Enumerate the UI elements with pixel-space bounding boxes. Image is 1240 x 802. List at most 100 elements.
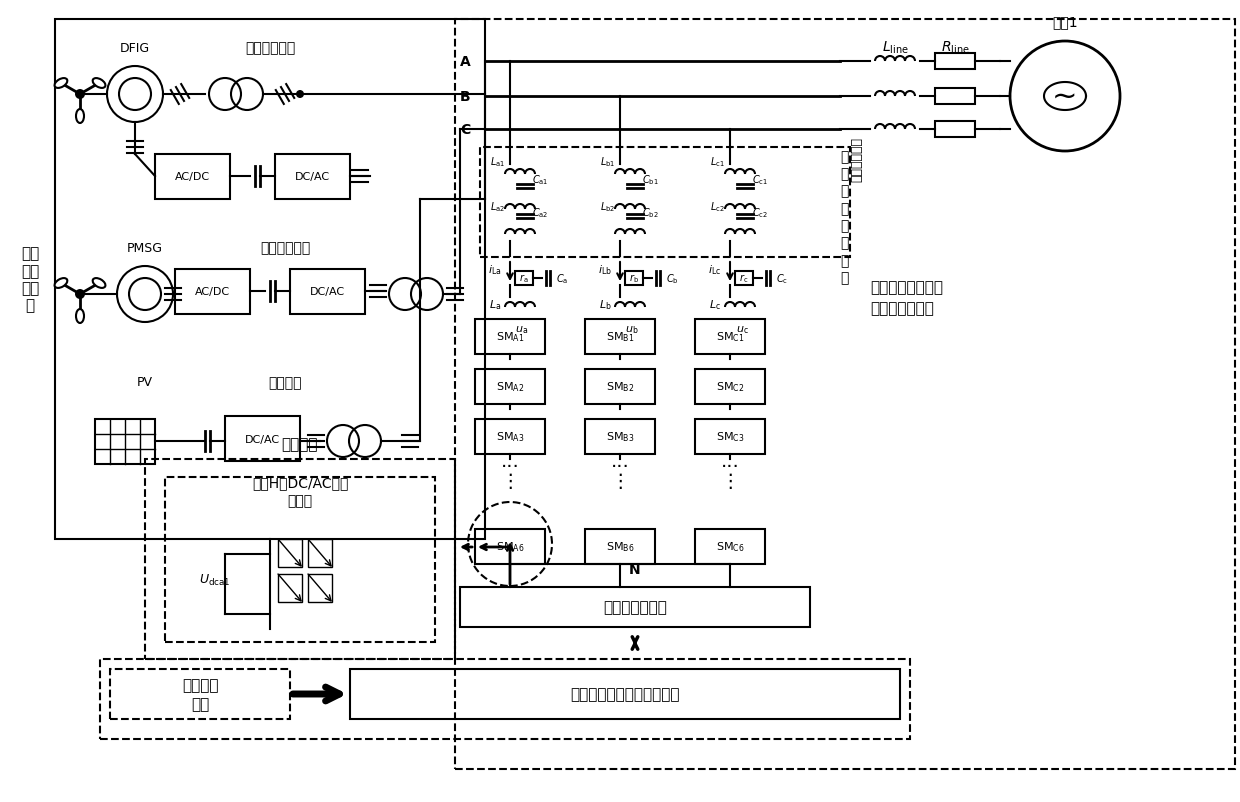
Text: $\mathrm{SM}_{\mathrm{C3}}$: $\mathrm{SM}_{\mathrm{C3}}$ (715, 430, 744, 444)
Text: $\mathrm{SM}_{\mathrm{A3}}$: $\mathrm{SM}_{\mathrm{A3}}$ (496, 430, 525, 444)
Bar (224, 416, 300, 461)
Bar (475, 370, 546, 404)
Bar (935, 89, 975, 105)
Bar (110, 669, 290, 719)
Text: $\mathrm{SM}_{\mathrm{B2}}$: $\mathrm{SM}_{\mathrm{B2}}$ (606, 379, 634, 394)
Bar (475, 529, 546, 565)
Text: $r_{\mathrm{a}}$: $r_{\mathrm{a}}$ (520, 272, 528, 285)
Bar (95, 419, 155, 464)
Bar (694, 370, 765, 404)
Text: $u_{\mathrm{c}}$: $u_{\mathrm{c}}$ (735, 324, 749, 335)
Text: N: N (629, 562, 641, 577)
Text: AC/DC: AC/DC (195, 286, 229, 297)
Bar (460, 587, 810, 627)
Text: 功率模块: 功率模块 (281, 437, 319, 452)
Bar (350, 669, 900, 719)
Text: $\mathrm{SM}_{\mathrm{B6}}$: $\mathrm{SM}_{\mathrm{B6}}$ (606, 540, 634, 553)
Bar (735, 272, 753, 286)
Text: $L_{\mathrm{line}}$: $L_{\mathrm{line}}$ (882, 40, 909, 56)
Text: $L_{\mathrm{a2}}$: $L_{\mathrm{a2}}$ (490, 200, 505, 213)
Text: ···: ··· (501, 458, 520, 477)
Text: ···: ··· (610, 458, 630, 477)
Text: ⋮: ⋮ (720, 472, 740, 491)
Text: 扰动注入支路: 扰动注入支路 (849, 137, 863, 182)
Text: $C_{\mathrm{a1}}$: $C_{\mathrm{a1}}$ (532, 173, 548, 187)
Text: $U_{\mathrm{dca1}}$: $U_{\mathrm{dca1}}$ (200, 572, 231, 587)
Text: $u_{\mathrm{b}}$: $u_{\mathrm{b}}$ (625, 324, 639, 335)
Text: $i_{\mathrm{Lc}}$: $i_{\mathrm{Lc}}$ (708, 263, 722, 277)
Bar (585, 320, 655, 354)
Bar (455, 20, 1235, 769)
Text: $C_{\mathrm{a}}$: $C_{\mathrm{a}}$ (556, 272, 568, 286)
Text: $C_{\mathrm{b2}}$: $C_{\mathrm{b2}}$ (642, 206, 658, 220)
Text: B: B (460, 90, 470, 104)
Text: 信号处理
单元: 信号处理 单元 (182, 678, 218, 711)
Text: $L_{\mathrm{c}}$: $L_{\mathrm{c}}$ (709, 298, 720, 311)
Bar (694, 529, 765, 565)
Text: $\mathrm{SM}_{\mathrm{B3}}$: $\mathrm{SM}_{\mathrm{B3}}$ (606, 430, 634, 444)
Text: 新能
源发
电设
备: 新能 源发 电设 备 (21, 246, 40, 314)
Text: $\mathrm{SM}_{\mathrm{B1}}$: $\mathrm{SM}_{\mathrm{B1}}$ (606, 330, 634, 343)
Text: $C_{\mathrm{a2}}$: $C_{\mathrm{a2}}$ (532, 206, 548, 220)
Text: $\mathrm{SM}_{\mathrm{A1}}$: $\mathrm{SM}_{\mathrm{A1}}$ (496, 330, 525, 343)
Bar (55, 20, 485, 539)
Text: ···: ··· (720, 458, 739, 477)
Text: 直驱风力发电: 直驱风力发电 (260, 241, 310, 255)
Text: $L_{\mathrm{a1}}$: $L_{\mathrm{a1}}$ (490, 155, 505, 168)
Text: $r_{\mathrm{c}}$: $r_{\mathrm{c}}$ (739, 272, 749, 285)
Text: PV: PV (136, 376, 153, 389)
Ellipse shape (76, 310, 84, 323)
Text: $\mathrm{SM}_{\mathrm{C2}}$: $\mathrm{SM}_{\mathrm{C2}}$ (715, 379, 744, 394)
Text: PMSG: PMSG (126, 241, 162, 254)
Text: 双馈风力发电: 双馈风力发电 (244, 41, 295, 55)
Text: 电
流
扰
动
注
入
单
元: 电 流 扰 动 注 入 单 元 (839, 150, 848, 285)
Text: $L_{\mathrm{a}}$: $L_{\mathrm{a}}$ (489, 298, 501, 311)
Bar (155, 155, 229, 200)
Text: $\mathrm{SM}_{\mathrm{C6}}$: $\mathrm{SM}_{\mathrm{C6}}$ (715, 540, 744, 553)
Text: $C_{\mathrm{b}}$: $C_{\mathrm{b}}$ (666, 272, 678, 286)
Text: $\mathrm{SM}_{\mathrm{A6}}$: $\mathrm{SM}_{\mathrm{A6}}$ (496, 540, 525, 553)
Ellipse shape (76, 110, 84, 124)
Bar (290, 269, 365, 314)
Circle shape (296, 91, 304, 99)
Text: DC/AC: DC/AC (294, 172, 330, 182)
Bar (480, 148, 849, 257)
Text: ~: ~ (1053, 83, 1078, 111)
Bar (585, 529, 655, 565)
Text: DFIG: DFIG (120, 42, 150, 55)
Text: $L_{\mathrm{b2}}$: $L_{\mathrm{b2}}$ (600, 200, 615, 213)
Text: $L_{\mathrm{c2}}$: $L_{\mathrm{c2}}$ (711, 200, 725, 213)
Bar (308, 574, 332, 602)
Text: $C_{\mathrm{b1}}$: $C_{\mathrm{b1}}$ (642, 173, 658, 187)
Bar (308, 539, 332, 567)
Bar (515, 272, 533, 286)
Text: AC/DC: AC/DC (175, 172, 210, 182)
Text: $C_{\mathrm{c}}$: $C_{\mathrm{c}}$ (776, 272, 789, 286)
Text: $u_{\mathrm{a}}$: $u_{\mathrm{a}}$ (516, 324, 528, 335)
Bar (275, 155, 350, 200)
Text: $C_{\mathrm{c1}}$: $C_{\mathrm{c1}}$ (751, 173, 768, 187)
Text: $C_{\mathrm{c2}}$: $C_{\mathrm{c2}}$ (751, 206, 768, 220)
Text: 宽频带输出控制: 宽频带输出控制 (603, 600, 667, 615)
Text: DC/AC: DC/AC (310, 286, 345, 297)
Bar (935, 122, 975, 138)
Bar (935, 54, 975, 70)
Text: $\mathrm{SM}_{\mathrm{A2}}$: $\mathrm{SM}_{\mathrm{A2}}$ (496, 379, 525, 394)
Text: DC/AC: DC/AC (244, 435, 279, 444)
Text: $R_{\mathrm{line}}$: $R_{\mathrm{line}}$ (941, 40, 970, 56)
Text: 宽频带阻抗计算与监控单元: 宽频带阻抗计算与监控单元 (570, 687, 680, 702)
Bar (278, 574, 303, 602)
Bar (175, 269, 250, 314)
Bar (475, 320, 546, 354)
Text: $r_{\mathrm{b}}$: $r_{\mathrm{b}}$ (629, 272, 639, 285)
Text: 电网1: 电网1 (1053, 15, 1078, 29)
Bar (145, 460, 455, 659)
Circle shape (74, 290, 86, 300)
Ellipse shape (93, 79, 105, 89)
Text: $L_{\mathrm{b1}}$: $L_{\mathrm{b1}}$ (600, 155, 615, 168)
Text: 单相H桥DC/AC变换
器模块: 单相H桥DC/AC变换 器模块 (252, 476, 348, 508)
Text: $L_{\mathrm{c1}}$: $L_{\mathrm{c1}}$ (711, 155, 725, 168)
Bar (585, 419, 655, 455)
Ellipse shape (55, 279, 67, 289)
Text: $\mathrm{SM}_{\mathrm{C1}}$: $\mathrm{SM}_{\mathrm{C1}}$ (715, 330, 744, 343)
